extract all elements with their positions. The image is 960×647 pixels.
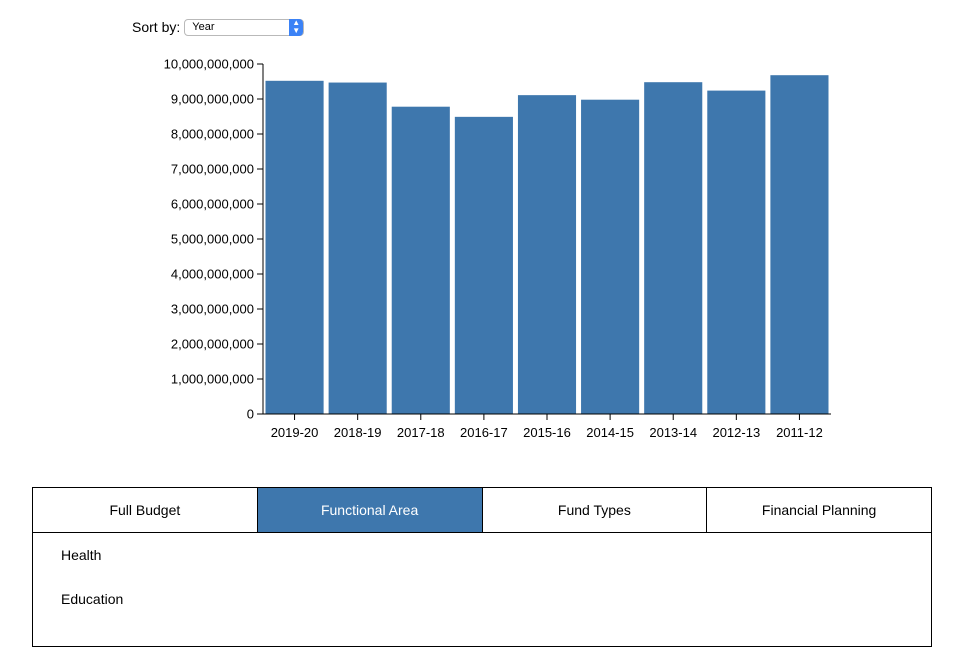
bar (644, 82, 703, 414)
tab-label: Fund Types (557, 502, 631, 518)
tab-panel: Full Budget Functional Area Fund Types F… (32, 487, 932, 647)
x-tick-label: 2018-19 (334, 425, 382, 440)
bar (770, 75, 829, 414)
y-tick-label: 4,000,000,000 (171, 267, 254, 282)
x-tick-label: 2015-16 (523, 425, 571, 440)
list-item-health[interactable]: Health (61, 547, 102, 563)
list-item-education[interactable]: Education (61, 591, 124, 607)
tab-financial-planning[interactable]: Financial Planning (707, 488, 931, 532)
bar (517, 95, 577, 415)
x-tick-label: 2012-13 (712, 425, 760, 440)
sort-label: Sort by: (132, 19, 181, 35)
tab-fund-types[interactable]: Fund Types (482, 488, 708, 532)
y-tick-label: 6,000,000,000 (171, 197, 254, 212)
bar (391, 106, 450, 414)
x-tick-label: 2016-17 (460, 425, 508, 440)
bar (265, 80, 324, 415)
y-tick-label: 3,000,000,000 (171, 302, 254, 317)
bar (707, 90, 766, 414)
tab-bar: Full Budget Functional Area Fund Types F… (33, 488, 931, 533)
tab-label: Functional Area (320, 502, 419, 518)
y-tick-label: 1,000,000,000 (171, 372, 254, 387)
bar (581, 99, 640, 414)
select-arrows-icon: ▲ ▼ (289, 18, 304, 36)
bar (328, 82, 387, 415)
y-tick-label: 9,000,000,000 (171, 92, 254, 107)
tab-label: Financial Planning (761, 502, 877, 518)
y-tick-label: 2,000,000,000 (171, 337, 254, 352)
y-tick-label: 8,000,000,000 (171, 127, 254, 142)
x-tick-label: 2014-15 (586, 425, 634, 440)
y-tick-label: 5,000,000,000 (171, 232, 254, 247)
x-tick-label: 2013-14 (649, 425, 697, 440)
sort-select-value: Year (192, 20, 215, 33)
sort-select[interactable]: Year ▲ ▼ (184, 18, 305, 36)
bar-chart: 0 1,000,000,000 2,000,000,000 3,000,000,000… (164, 57, 831, 440)
tab-functional-area[interactable]: Functional Area (257, 488, 483, 532)
x-tick-label: 2017-18 (397, 425, 445, 440)
y-tick-label: 7,000,000,000 (171, 162, 254, 177)
y-tick-label: 0 (247, 407, 254, 422)
bar (454, 116, 513, 414)
x-tick-label: 2011-12 (776, 425, 823, 440)
sort-control: Sort by: Year ▲ ▼ (132, 17, 305, 37)
x-tick-label: 2019-20 (271, 425, 319, 440)
y-tick-label: 10,000,000,000 (164, 57, 254, 72)
tab-content-list: Health Education (33, 533, 931, 621)
tab-full-budget[interactable]: Full Budget (33, 488, 258, 532)
tab-label: Full Budget (109, 502, 181, 518)
